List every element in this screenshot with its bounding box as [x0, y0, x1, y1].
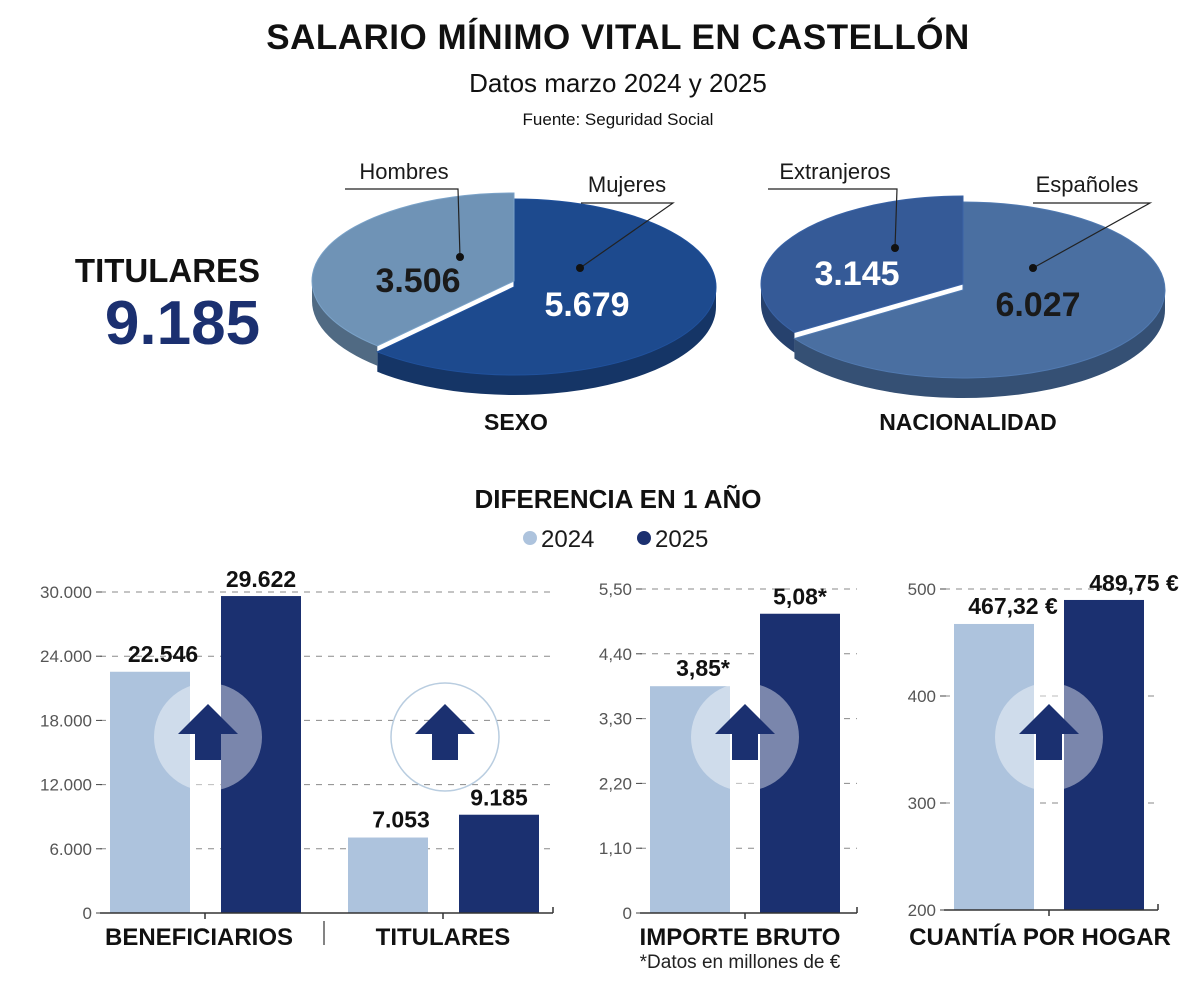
leader-dot: [576, 264, 584, 272]
up-arrow-icon: [1019, 704, 1079, 760]
pie-chart-2: Extranjeros 3.145 Españoles 6.027 NACIONALID…: [760, 159, 1166, 435]
y-tick-label: 24.000: [40, 647, 92, 666]
bar-panel-2: 0 1,10 2,20 3,30 4,40 5,50 3,85* 5,08* IMPORTE B…: [599, 580, 858, 973]
bar-value-label: 5,08*: [773, 584, 827, 610]
category-label: CUANTÍA POR HOGAR: [909, 923, 1171, 951]
y-tick-label: 12.000: [40, 776, 92, 795]
slice-label: Extranjeros: [779, 159, 890, 184]
pie-side-extranjeros: [760, 284, 795, 353]
bar-value-label: 29.622: [226, 566, 296, 592]
pie-side-españoles: [794, 290, 1165, 398]
y-tick-label: 2,20: [599, 774, 632, 793]
pie-side-mujeres: [377, 287, 716, 396]
page-title: SALARIO MÍNIMO VITAL EN CASTELLÓN: [266, 18, 970, 57]
bar-2024: [954, 623, 1034, 910]
bar-value-label: 467,32 €: [968, 593, 1058, 619]
leader-dot: [456, 253, 464, 261]
pie-slice-extranjeros: [760, 195, 964, 334]
category-label: BENEFICIARIOS: [105, 924, 293, 951]
pie-caption: NACIONALIDAD: [879, 409, 1057, 435]
bar-panel-1: 0 6.000 12.000 18.000 24.000 30.000 22.546 29.6…: [40, 566, 554, 951]
y-tick-label: 1,10: [599, 839, 632, 858]
pie-chart-1: Hombres 3.506 Mujeres 5.679 SEXO: [311, 159, 717, 435]
leader-line: [768, 188, 898, 249]
bar-panel-3: 200 300 400 500 467,32 € 489,75 € CUANTÍA POR …: [908, 570, 1179, 951]
legend: 2024 2025: [523, 526, 708, 553]
bar-2024: [110, 671, 190, 913]
y-tick-label: 300: [908, 794, 936, 813]
legend-label: 2025: [655, 526, 708, 553]
up-arrow-icon: [178, 704, 238, 760]
bar-2025: [221, 596, 301, 913]
difference-title: DIFERENCIA EN 1 AÑO: [474, 484, 762, 514]
bar-value-label: 9.185: [470, 785, 528, 811]
increase-circle: [390, 682, 500, 792]
leader-line: [579, 202, 675, 269]
y-tick-label: 4,40: [599, 645, 632, 664]
pie-charts: Hombres 3.506 Mujeres 5.679 SEXO Extranjeros 3…: [311, 159, 1166, 435]
titulares-value: 9.185: [104, 289, 261, 358]
slice-value: 5.679: [544, 286, 629, 324]
slice-value: 3.145: [814, 255, 899, 293]
titulares-label: TITULARES: [74, 252, 261, 289]
y-tick-label: 0: [83, 904, 92, 923]
y-tick-label: 30.000: [40, 583, 92, 602]
up-arrow-icon: [415, 704, 475, 760]
up-arrow-icon: [715, 704, 775, 760]
leader-line: [1032, 202, 1153, 269]
bar-2024: [650, 686, 730, 913]
page-subtitle: Datos marzo 2024 y 2025: [469, 68, 767, 98]
y-tick-label: 18.000: [40, 711, 92, 730]
y-tick-label: 200: [908, 901, 936, 920]
slice-value: 6.027: [995, 286, 1080, 324]
leader-line: [345, 188, 461, 258]
pie-slice-hombres: [311, 192, 515, 347]
bar-value-label: 3,85*: [676, 655, 730, 681]
y-tick-label: 500: [908, 580, 936, 599]
bar-2025: [459, 814, 539, 913]
slice-label: Mujeres: [588, 172, 666, 197]
leader-dot: [1029, 264, 1037, 272]
bar-2025: [1064, 599, 1144, 910]
category-label: TITULARES: [376, 924, 511, 951]
legend-swatch: [523, 531, 537, 545]
y-tick-label: 6.000: [49, 840, 92, 859]
leader-dot: [891, 244, 899, 252]
bar-value-label: 7.053: [372, 807, 430, 833]
pie-caption: SEXO: [484, 409, 548, 435]
source-note: Fuente: Seguridad Social: [522, 110, 714, 129]
pie-slice-mujeres: [376, 198, 717, 376]
pie-side-hombres: [312, 281, 378, 366]
category-label: IMPORTE BRUTO: [640, 924, 841, 951]
y-tick-label: 0: [623, 904, 632, 923]
bar-value-label: 22.546: [128, 641, 198, 667]
y-tick-label: 5,50: [599, 580, 632, 599]
y-tick-label: 400: [908, 687, 936, 706]
legend-swatch: [637, 531, 651, 545]
footnote: *Datos en millones de €: [640, 952, 841, 973]
bar-2024: [348, 837, 428, 913]
slice-value: 3.506: [375, 262, 460, 300]
bar-2025: [760, 613, 840, 913]
bar-value-label: 489,75 €: [1089, 570, 1179, 596]
slice-label: Hombres: [359, 159, 448, 184]
legend-label: 2024: [541, 526, 594, 553]
slice-label: Españoles: [1036, 172, 1139, 197]
y-tick-label: 3,30: [599, 710, 632, 729]
